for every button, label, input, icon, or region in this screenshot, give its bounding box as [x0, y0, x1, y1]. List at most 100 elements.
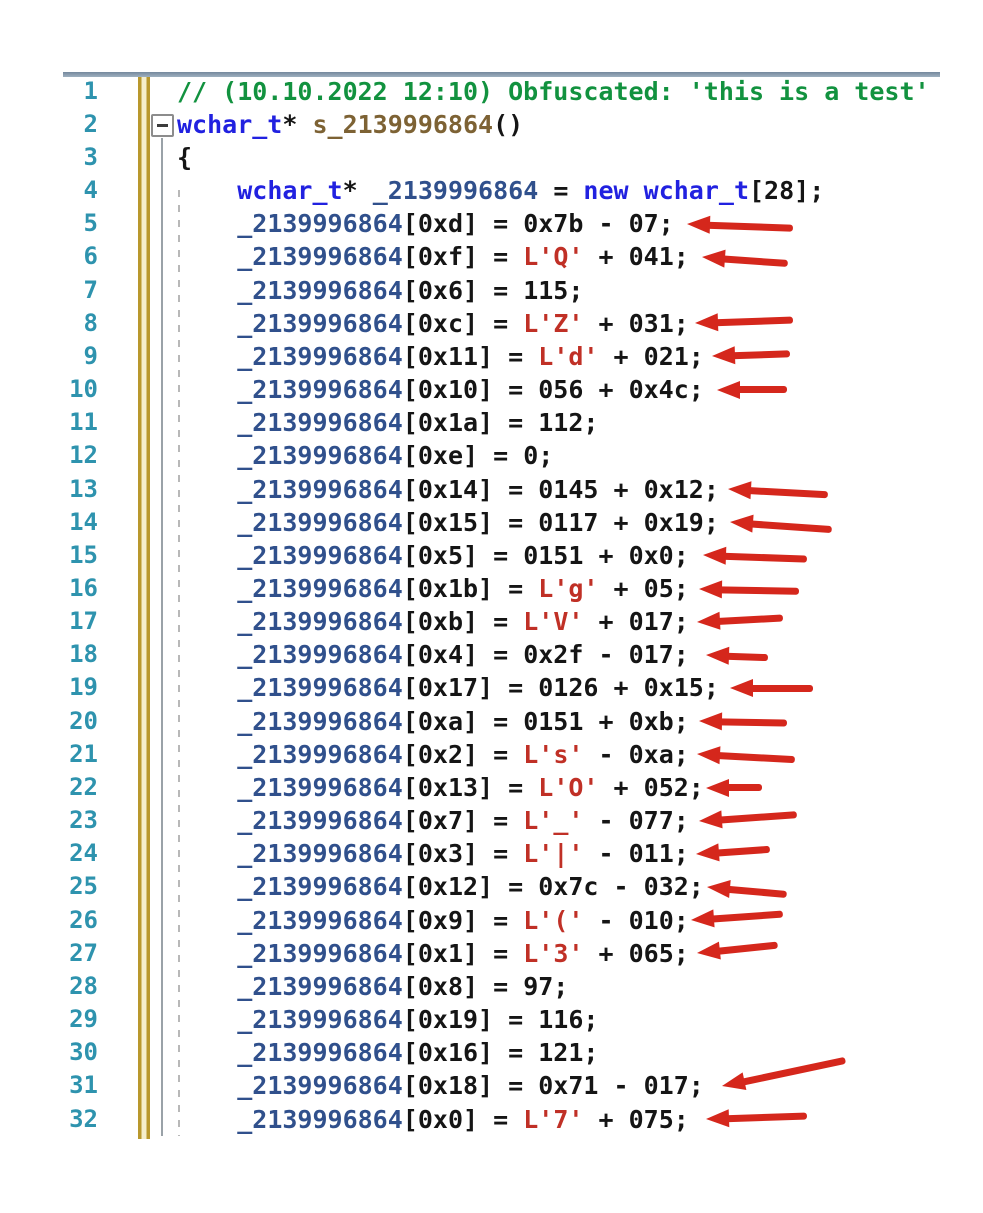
line-number[interactable]: 21 [69, 739, 98, 768]
code-line[interactable]: 21 _2139996864[0x2] = L's' - 0xa; [0, 738, 983, 772]
line-number[interactable]: 14 [69, 507, 98, 536]
code-line[interactable]: 25 _2139996864[0x12] = 0x7c - 032; [0, 870, 983, 904]
token-plain [177, 839, 237, 868]
code-line[interactable]: 9 _2139996864[0x11] = L'd' + 021; [0, 340, 983, 374]
line-number[interactable]: 18 [69, 640, 98, 669]
fold-collapse-icon[interactable] [151, 114, 174, 137]
code-line[interactable]: 17 _2139996864[0xb] = L'V' + 017; [0, 605, 983, 639]
line-number[interactable]: 7 [83, 275, 98, 304]
code-line[interactable]: 14 _2139996864[0x15] = 0117 + 0x19; [0, 506, 983, 540]
line-number[interactable]: 28 [69, 971, 98, 1000]
code-text[interactable]: _2139996864[0x6] = 115; [177, 274, 583, 307]
code-line[interactable]: 26 _2139996864[0x9] = L'(' - 010; [0, 904, 983, 938]
code-text[interactable]: _2139996864[0x17] = 0126 + 0x15; [177, 671, 719, 704]
code-text[interactable]: _2139996864[0xd] = 0x7b - 07; [177, 207, 674, 240]
code-line[interactable]: 6 _2139996864[0xf] = L'Q' + 041; [0, 240, 983, 274]
code-text[interactable]: _2139996864[0x13] = L'O' + 052; [177, 771, 704, 804]
code-line[interactable]: 10 _2139996864[0x10] = 056 + 0x4c; [0, 373, 983, 407]
code-line[interactable]: 13 _2139996864[0x14] = 0145 + 0x12; [0, 473, 983, 507]
code-line[interactable]: 29 _2139996864[0x19] = 116; [0, 1003, 983, 1037]
code-text[interactable]: _2139996864[0x7] = L'_' - 077; [177, 804, 689, 837]
annotation-arrow-left-icon [694, 311, 794, 333]
line-number[interactable]: 19 [69, 673, 98, 702]
code-line[interactable]: 2 wchar_t* s_2139996864() [0, 108, 983, 142]
code-line[interactable]: 3{ [0, 141, 983, 175]
line-number[interactable]: 3 [83, 142, 98, 171]
line-number[interactable]: 23 [69, 806, 98, 835]
arrow-shaft [721, 254, 789, 267]
code-text[interactable]: _2139996864[0x2] = L's' - 0xa; [177, 738, 689, 771]
code-text[interactable]: _2139996864[0x1] = L'3' + 065; [177, 937, 689, 970]
line-number[interactable]: 15 [69, 540, 98, 569]
line-number[interactable]: 10 [69, 375, 98, 404]
code-text[interactable]: _2139996864[0x1b] = L'g' + 05; [177, 572, 689, 605]
code-text[interactable]: _2139996864[0x11] = L'd' + 021; [177, 340, 704, 373]
line-number[interactable]: 31 [69, 1071, 98, 1100]
code-text[interactable]: _2139996864[0x1a] = 112; [177, 406, 598, 439]
code-line[interactable]: 24 _2139996864[0x3] = L'|' - 011; [0, 837, 983, 871]
code-line[interactable]: 19 _2139996864[0x17] = 0126 + 0x15; [0, 671, 983, 705]
code-line[interactable]: 8 _2139996864[0xc] = L'Z' + 031; [0, 307, 983, 341]
code-text[interactable]: _2139996864[0x16] = 121; [177, 1036, 598, 1069]
code-text[interactable]: _2139996864[0x8] = 97; [177, 970, 568, 1003]
code-text[interactable]: _2139996864[0xc] = L'Z' + 031; [177, 307, 689, 340]
line-number[interactable]: 27 [69, 938, 98, 967]
code-line[interactable]: 12 _2139996864[0xe] = 0; [0, 439, 983, 473]
code-line[interactable]: 28 _2139996864[0x8] = 97; [0, 970, 983, 1004]
code-line[interactable]: 11 _2139996864[0x1a] = 112; [0, 406, 983, 440]
line-number[interactable]: 22 [69, 772, 98, 801]
code-text[interactable]: _2139996864[0x3] = L'|' - 011; [177, 837, 689, 870]
code-line[interactable]: 31 _2139996864[0x18] = 0x71 - 017; [0, 1069, 983, 1103]
code-text[interactable]: _2139996864[0x10] = 056 + 0x4c; [177, 373, 704, 406]
line-number[interactable]: 13 [69, 474, 98, 503]
code-text[interactable]: wchar_t* s_2139996864() [177, 108, 523, 141]
code-line[interactable]: 22 _2139996864[0x13] = L'O' + 052; [0, 771, 983, 805]
code-text[interactable]: _2139996864[0x18] = 0x71 - 017; [177, 1069, 704, 1102]
code-line[interactable]: 15 _2139996864[0x5] = 0151 + 0x0; [0, 539, 983, 573]
code-line[interactable]: 4 wchar_t* _2139996864 = new wchar_t[28]… [0, 174, 983, 208]
line-number[interactable]: 25 [69, 872, 98, 901]
line-number[interactable]: 24 [69, 839, 98, 868]
code-line[interactable]: 1 // (10.10.2022 12:10) Obfuscated: 'this… [0, 75, 983, 109]
code-line[interactable]: 7 _2139996864[0x6] = 115; [0, 274, 983, 308]
line-number[interactable]: 8 [83, 308, 98, 337]
code-line[interactable]: 16 _2139996864[0x1b] = L'g' + 05; [0, 572, 983, 606]
code-line[interactable]: 32 _2139996864[0x0] = L'7' + 075; [0, 1103, 983, 1137]
line-number[interactable]: 29 [69, 1005, 98, 1034]
code-text[interactable]: wchar_t* _2139996864 = new wchar_t[28]; [177, 174, 824, 207]
line-number[interactable]: 12 [69, 441, 98, 470]
code-text[interactable]: _2139996864[0x0] = L'7' + 075; [177, 1103, 689, 1136]
line-number[interactable]: 17 [69, 607, 98, 636]
code-text[interactable]: _2139996864[0x12] = 0x7c - 032; [177, 870, 704, 903]
code-text[interactable]: _2139996864[0x4] = 0x2f - 017; [177, 638, 689, 671]
code-line[interactable]: 30 _2139996864[0x16] = 121; [0, 1036, 983, 1070]
line-number[interactable]: 20 [69, 706, 98, 735]
code-text[interactable]: _2139996864[0xf] = L'Q' + 041; [177, 240, 689, 273]
code-text[interactable]: _2139996864[0x15] = 0117 + 0x19; [177, 506, 719, 539]
code-text[interactable]: // (10.10.2022 12:10) Obfuscated: 'this … [177, 75, 930, 108]
code-text[interactable]: { [177, 141, 192, 174]
line-number[interactable]: 4 [83, 176, 98, 205]
code-line[interactable]: 18 _2139996864[0x4] = 0x2f - 017; [0, 638, 983, 672]
line-number[interactable]: 2 [83, 109, 98, 138]
code-line[interactable]: 5 _2139996864[0xd] = 0x7b - 07; [0, 207, 983, 241]
line-number[interactable]: 9 [83, 341, 98, 370]
line-number[interactable]: 1 [83, 76, 98, 105]
code-line[interactable]: 23 _2139996864[0x7] = L'_' - 077; [0, 804, 983, 838]
line-number[interactable]: 16 [69, 574, 98, 602]
code-text[interactable]: _2139996864[0x9] = L'(' - 010; [177, 904, 689, 937]
code-text[interactable]: _2139996864[0xe] = 0; [177, 439, 553, 472]
code-text[interactable]: _2139996864[0x14] = 0145 + 0x12; [177, 473, 719, 506]
line-number[interactable]: 5 [83, 209, 98, 238]
code-text[interactable]: _2139996864[0xb] = L'V' + 017; [177, 605, 689, 638]
code-text[interactable]: _2139996864[0x19] = 116; [177, 1003, 598, 1036]
code-text[interactable]: _2139996864[0xa] = 0151 + 0xb; [177, 705, 689, 738]
code-text[interactable]: _2139996864[0x5] = 0151 + 0x0; [177, 539, 689, 572]
line-number[interactable]: 6 [83, 242, 98, 271]
line-number[interactable]: 26 [69, 905, 98, 934]
code-line[interactable]: 20 _2139996864[0xa] = 0151 + 0xb; [0, 705, 983, 739]
line-number[interactable]: 30 [69, 1038, 98, 1067]
code-line[interactable]: 27 _2139996864[0x1] = L'3' + 065; [0, 937, 983, 971]
line-number[interactable]: 32 [69, 1104, 98, 1133]
line-number[interactable]: 11 [69, 408, 98, 437]
